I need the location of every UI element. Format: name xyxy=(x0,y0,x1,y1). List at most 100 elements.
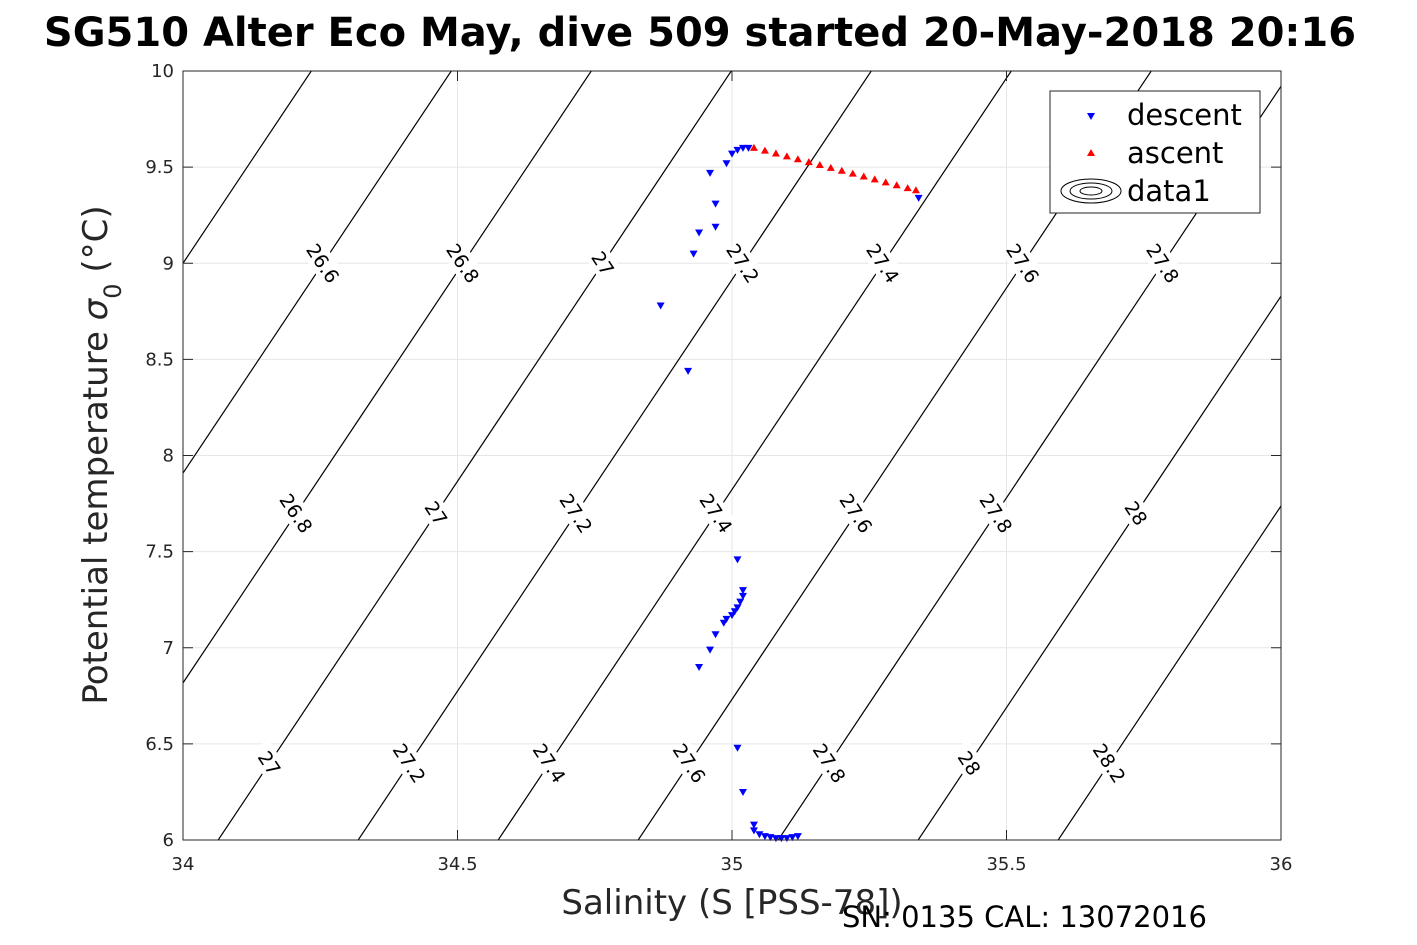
y-tick-label: 9.5 xyxy=(145,157,174,178)
ascent-point xyxy=(859,172,868,180)
descent-point xyxy=(738,144,747,152)
descent-point xyxy=(736,598,745,606)
isopycnal-28 xyxy=(917,295,1281,840)
descent-point xyxy=(695,229,704,237)
descent-point xyxy=(706,646,715,654)
descent-point xyxy=(656,302,665,310)
isopycnal-27.4 xyxy=(497,71,1012,840)
contour-label-bg xyxy=(721,239,765,287)
descent-point xyxy=(782,835,791,843)
contour-label-bg xyxy=(861,239,905,287)
descent-point xyxy=(730,608,739,616)
data1-legend-icon xyxy=(1060,178,1122,204)
ascent-point xyxy=(837,166,846,174)
descent-point xyxy=(914,194,923,202)
descent-point xyxy=(684,367,693,375)
isopycnal-26.8 xyxy=(183,71,592,684)
contour-label-bg xyxy=(248,739,291,787)
ascent-point xyxy=(892,181,901,189)
descent-point xyxy=(733,744,742,752)
x-tick-label: 35.5 xyxy=(986,854,1026,875)
contour-label-bg xyxy=(668,739,711,787)
contour-label-bg xyxy=(1115,489,1158,537)
contour-label-bg xyxy=(581,239,625,287)
descent-point xyxy=(744,144,753,152)
contour-label-bg xyxy=(975,489,1018,537)
y-axis-label: Potential temperature σ0 (°C) xyxy=(76,205,127,704)
serial-calibration-footer: SN: 0135 CAL: 13072016 xyxy=(842,900,1207,934)
contour-label-bg xyxy=(695,489,738,537)
descent-point xyxy=(738,587,747,595)
legend-ascent-label: ascent xyxy=(1127,136,1223,170)
x-tick-label: 35 xyxy=(721,854,744,875)
y-tick-label: 8 xyxy=(163,446,174,467)
contour-label-bg xyxy=(835,489,878,537)
y-tick-label: 7 xyxy=(163,638,174,659)
descent-point xyxy=(771,835,780,843)
legend-box xyxy=(1049,90,1261,214)
contour-label-bg xyxy=(1001,239,1045,287)
descent-point xyxy=(711,200,720,208)
isopycnal-27.2 xyxy=(357,71,872,840)
x-axis-label: Salinity (S [PSS-78]) xyxy=(561,883,902,923)
descent-point xyxy=(733,146,742,154)
contour-label-bg xyxy=(388,739,431,787)
ascent-point xyxy=(771,149,780,157)
y-tick-label: 6 xyxy=(163,830,174,851)
y-tick-label: 6.5 xyxy=(145,734,174,755)
x-tick-label: 36 xyxy=(1270,854,1293,875)
contour-label-bg xyxy=(441,239,485,287)
contour-label-bg xyxy=(301,239,345,287)
contour-label-bg xyxy=(275,489,318,537)
contour-label-bg xyxy=(415,489,458,537)
data-series xyxy=(656,143,923,843)
descent-point xyxy=(755,831,764,839)
ascent-point xyxy=(782,152,791,160)
ascent-point xyxy=(826,163,835,171)
y-tick-label: 7.5 xyxy=(145,542,174,563)
descent-point xyxy=(728,150,736,158)
descent-point xyxy=(722,615,731,623)
chart-title: SG510 Alter Eco May, dive 509 started 20… xyxy=(44,10,1356,56)
ascent-point xyxy=(848,169,857,177)
ascent-point xyxy=(903,184,912,192)
descent-point xyxy=(749,827,758,835)
descent-point xyxy=(738,788,747,796)
legend: descent ascent data1 xyxy=(1049,90,1261,214)
descent-point xyxy=(706,169,715,177)
contour-label-bg xyxy=(1088,739,1131,787)
ascent-point xyxy=(911,186,920,194)
legend-data1-label: data1 xyxy=(1127,174,1211,208)
ascent-point xyxy=(760,146,769,154)
ascent-point xyxy=(870,175,879,183)
isopycnal-28.2 xyxy=(1057,504,1281,840)
descent-point xyxy=(788,834,797,842)
plot-frame xyxy=(182,70,1282,841)
y-tick-label: 9 xyxy=(163,253,174,274)
contour-label-bg xyxy=(528,739,571,787)
descent-point xyxy=(749,821,758,829)
descent-point xyxy=(728,612,736,620)
descent-point xyxy=(719,619,728,627)
contour-label-bg xyxy=(948,739,991,787)
descent-legend-marker xyxy=(1087,113,1095,120)
ascent-point xyxy=(815,161,824,169)
x-tick-label: 34.5 xyxy=(437,854,477,875)
x-tick-label: 34 xyxy=(172,854,195,875)
ascent-point xyxy=(881,178,890,186)
descent-point xyxy=(777,835,786,843)
ascent-point xyxy=(793,155,802,163)
ascent-legend-marker xyxy=(1087,149,1095,156)
descent-point xyxy=(738,592,747,600)
descent-point xyxy=(689,250,698,258)
contour-label-bg xyxy=(555,489,598,537)
contour-label-bg xyxy=(1141,239,1185,287)
isopycnal-26.6 xyxy=(183,71,452,475)
descent-point xyxy=(733,556,742,564)
ascent-point xyxy=(749,143,758,151)
legend-descent-label: descent xyxy=(1127,98,1242,132)
descent-point xyxy=(711,223,720,231)
descent-point xyxy=(711,631,720,639)
ascent-point xyxy=(804,158,813,166)
